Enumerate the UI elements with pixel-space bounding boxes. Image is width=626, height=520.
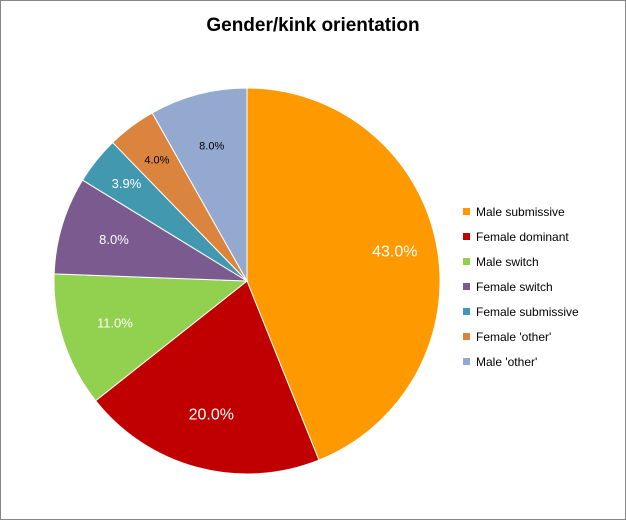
pie-slice-1 <box>246 87 441 461</box>
legend-swatch <box>463 258 470 265</box>
pie-slice-4 <box>53 179 249 282</box>
slice-label-7: 8.0% <box>199 141 224 153</box>
legend-label: Male submissive <box>476 204 565 219</box>
legend: Male submissive Female dominant Male switc… <box>463 199 613 374</box>
legend-label: Female 'other' <box>476 329 552 344</box>
legend-swatch <box>463 308 470 315</box>
legend-item: Male switch <box>463 249 613 274</box>
legend-label: Female submissive <box>476 304 579 319</box>
legend-item: Male submissive <box>463 199 613 224</box>
legend-item: Male 'other' <box>463 349 613 374</box>
legend-label: Male switch <box>476 254 539 269</box>
slice-label-3: 11.0% <box>97 316 133 331</box>
legend-swatch <box>463 208 470 215</box>
legend-label: Female switch <box>476 279 553 294</box>
legend-item: Female 'other' <box>463 324 613 349</box>
chart-title: Gender/kink orientation <box>206 15 420 36</box>
pie-slice-7 <box>151 87 248 283</box>
slice-label-1: 43.0% <box>372 244 417 261</box>
slice-label-2: 20.0% <box>189 407 234 424</box>
legend-swatch <box>463 283 470 290</box>
slice-label-5: 3.9% <box>112 176 142 191</box>
legend-label: Female dominant <box>476 229 569 244</box>
legend-label: Male 'other' <box>476 354 538 369</box>
pie-slice-2 <box>94 280 320 475</box>
legend-item: Female submissive <box>463 299 613 324</box>
pie-slice-3 <box>53 273 249 402</box>
legend-swatch <box>463 333 470 340</box>
slice-label-4: 8.0% <box>99 232 129 247</box>
slice-label-6: 4.0% <box>144 154 169 166</box>
legend-swatch <box>463 358 470 365</box>
legend-item: Female dominant <box>463 224 613 249</box>
legend-swatch <box>463 233 470 240</box>
legend-item: Female switch <box>463 274 613 299</box>
